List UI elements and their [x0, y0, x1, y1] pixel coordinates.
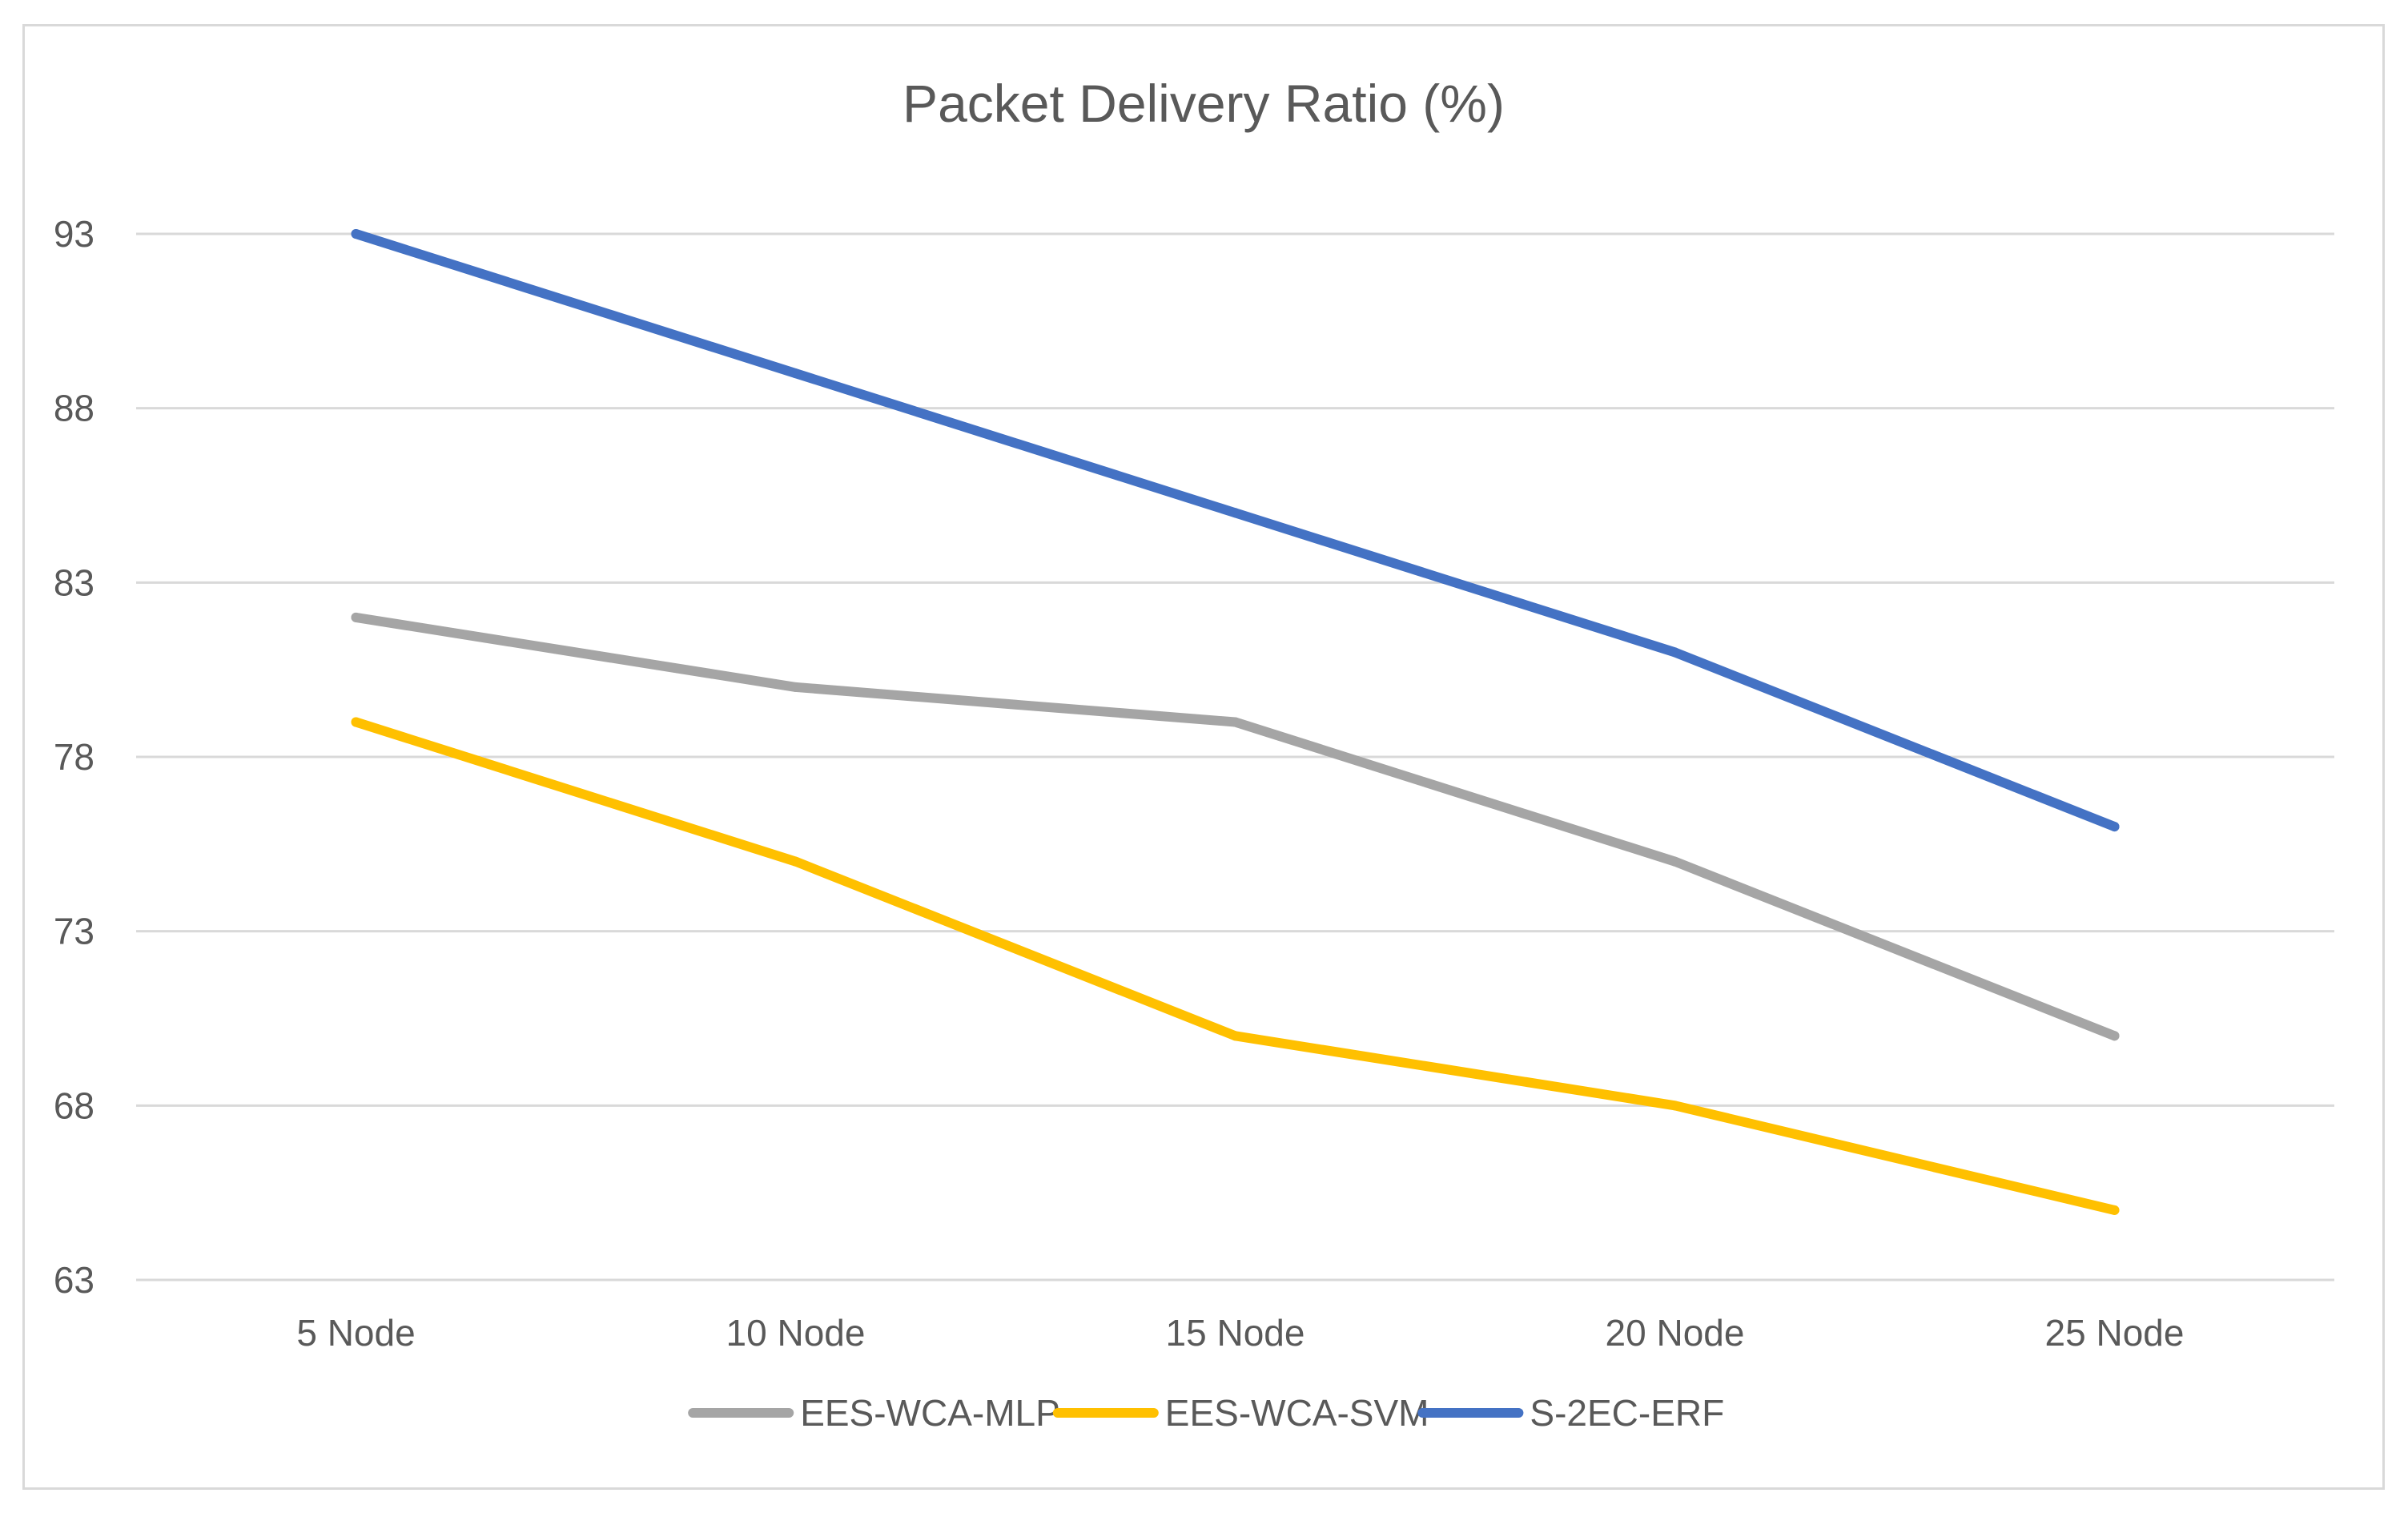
y-tick-label: 83 — [54, 561, 94, 603]
legend-item: EES-WCA-SVM — [1052, 1392, 1429, 1434]
legend-item: EES-WCA-MLP — [688, 1392, 1060, 1434]
x-axis-ticks: 5 Node 10 Node 15 Node 20 Node 25 Node — [296, 1312, 2184, 1354]
data-point — [790, 368, 801, 379]
y-tick-label: 63 — [54, 1259, 94, 1301]
x-tick-label: 5 Node — [296, 1312, 415, 1354]
y-tick-label: 93 — [54, 213, 94, 255]
y-tick-label: 78 — [54, 736, 94, 778]
series-ees-wca-mlp — [351, 612, 2120, 1041]
data-point — [790, 856, 801, 867]
legend-item: S-2EC-ERF — [1417, 1392, 1724, 1434]
legend-label: EES-WCA-MLP — [800, 1392, 1060, 1434]
series-line — [351, 717, 2120, 1215]
y-tick-label: 73 — [54, 911, 94, 952]
series-ees-wca-svm — [351, 717, 2120, 1215]
data-point — [1670, 856, 1680, 867]
chart-title: Packet Delivery Ratio (%) — [902, 74, 1505, 133]
data-point — [351, 717, 361, 727]
data-point — [2109, 822, 2120, 832]
data-point — [351, 612, 361, 622]
data-point — [2109, 1031, 2120, 1041]
y-axis-ticks: 93 88 83 78 73 68 63 — [54, 213, 94, 1301]
data-point — [351, 229, 361, 239]
data-point — [2109, 1205, 2120, 1215]
data-point — [1670, 1101, 1680, 1111]
series-s-2ec-erf — [351, 229, 2120, 832]
legend: EES-WCA-MLP EES-WCA-SVM S-2EC-ERF — [688, 1392, 1724, 1434]
data-point — [1230, 1031, 1240, 1041]
legend-label: EES-WCA-SVM — [1165, 1392, 1429, 1434]
legend-label: S-2EC-ERF — [1530, 1392, 1724, 1434]
data-point — [1670, 647, 1680, 658]
gridlines — [136, 232, 2334, 1282]
x-tick-label: 10 Node — [726, 1312, 866, 1354]
data-point — [1230, 508, 1240, 518]
x-tick-label: 25 Node — [2045, 1312, 2185, 1354]
y-tick-label: 88 — [54, 388, 94, 429]
series-line — [351, 229, 2120, 832]
series-line — [351, 612, 2120, 1041]
data-point — [790, 682, 801, 692]
x-tick-label: 15 Node — [1166, 1312, 1305, 1354]
data-point — [1230, 717, 1240, 727]
y-tick-label: 68 — [54, 1084, 94, 1126]
x-tick-label: 20 Node — [1606, 1312, 1745, 1354]
series-lines — [351, 229, 2120, 1215]
